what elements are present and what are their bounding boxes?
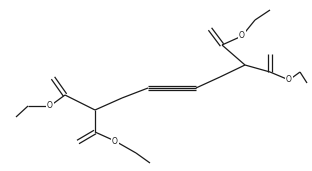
Text: O: O (239, 31, 245, 41)
Text: O: O (47, 102, 53, 110)
Text: O: O (286, 76, 292, 84)
Text: O: O (112, 136, 118, 146)
